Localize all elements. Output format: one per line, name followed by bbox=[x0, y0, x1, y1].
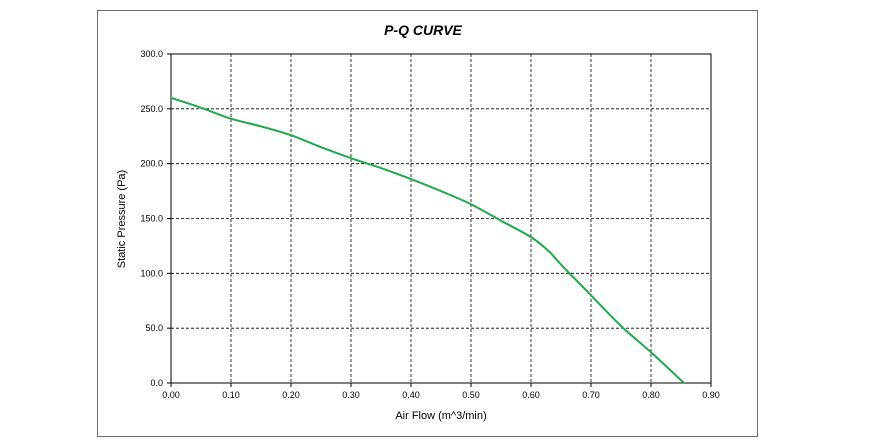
y-tick-label: 50.0 bbox=[145, 323, 163, 333]
pq-curve-line bbox=[170, 96, 685, 384]
x-tick-label: 0.10 bbox=[222, 390, 240, 400]
pq-curve-chart: P-Q CURVE 0.00 0.10 0.20 0.30 0.40 0.50 0.60 0.… bbox=[116, 22, 720, 422]
x-tick-label: 0.80 bbox=[642, 390, 660, 400]
x-tick-label: 0.20 bbox=[282, 390, 300, 400]
x-tick-label: 0.60 bbox=[522, 390, 540, 400]
tick-labels: 0.00 0.10 0.20 0.30 0.40 0.50 0.60 0.70 0.80 0.90… bbox=[140, 49, 719, 400]
series-layer bbox=[170, 96, 685, 384]
x-tick-label: 0.30 bbox=[342, 390, 360, 400]
y-tick-label: 250.0 bbox=[140, 104, 163, 114]
y-tick-label: 200.0 bbox=[140, 159, 163, 169]
chart-frame: P-Q CURVE 0.00 0.10 0.20 0.30 0.40 0.50 0.60 0.… bbox=[97, 10, 758, 437]
y-tick-label: 0.0 bbox=[150, 378, 163, 388]
y-tick-label: 100.0 bbox=[140, 268, 163, 278]
x-tick-label: 0.90 bbox=[702, 390, 720, 400]
x-tick-label: 0.00 bbox=[162, 390, 180, 400]
y-tick-label: 300.0 bbox=[140, 49, 163, 59]
x-tick-label: 0.40 bbox=[402, 390, 420, 400]
y-axis-label: Static Pressure (Pa) bbox=[116, 170, 128, 268]
x-tick-label: 0.50 bbox=[462, 390, 480, 400]
y-tick-label: 150.0 bbox=[140, 214, 163, 224]
chart-title: P-Q CURVE bbox=[384, 22, 462, 38]
grid bbox=[167, 53, 712, 387]
x-tick-label: 0.70 bbox=[582, 390, 600, 400]
x-axis-label: Air Flow (m^3/min) bbox=[395, 410, 486, 422]
